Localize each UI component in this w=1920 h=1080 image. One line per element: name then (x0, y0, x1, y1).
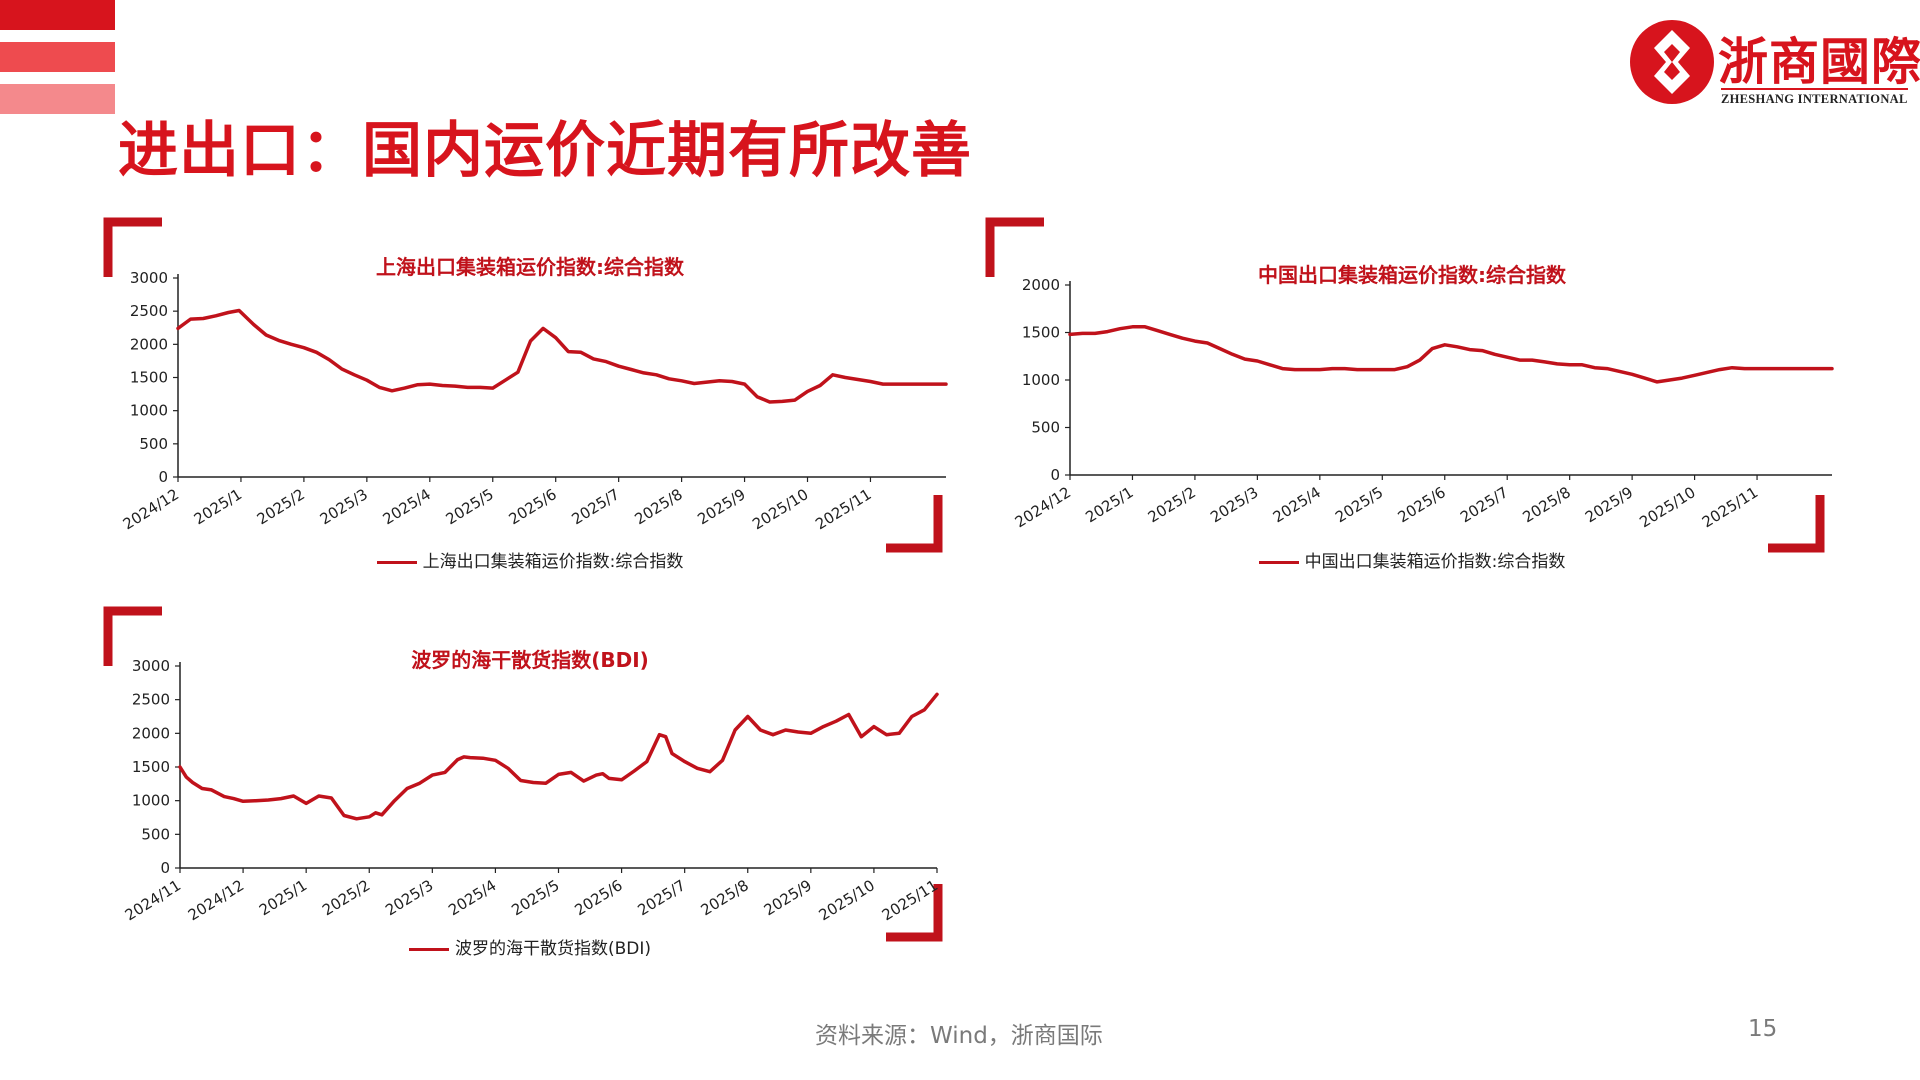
x-tick-label: 2025/11 (812, 485, 874, 533)
x-tick-label: 2025/8 (698, 876, 752, 919)
x-tick-label: 2025/6 (506, 485, 560, 528)
x-tick-label: 2025/4 (445, 876, 499, 919)
x-tick-label: 2025/7 (634, 876, 688, 919)
x-tick-label: 2025/3 (1207, 483, 1261, 526)
chart-legend: 上海出口集装箱运价指数:综合指数 (100, 547, 960, 572)
x-tick-label: 2025/5 (443, 485, 497, 528)
y-tick-label: 3000 (130, 269, 168, 287)
corner-bracket-bottom-right (886, 495, 943, 553)
x-tick-label: 2025/11 (1699, 483, 1761, 531)
x-tick-label: 2024/12 (185, 876, 247, 924)
y-tick-label: 1500 (132, 758, 170, 776)
y-tick-label: 0 (160, 859, 170, 877)
x-tick-label: 2025/4 (380, 485, 434, 528)
y-tick-label: 1000 (1022, 371, 1060, 389)
y-tick-label: 2500 (130, 302, 168, 320)
corner-bracket-bottom-right (1768, 495, 1825, 553)
legend-swatch (1258, 560, 1299, 564)
corner-bracket-bottom-right (886, 884, 943, 942)
x-tick-label: 2025/3 (317, 485, 371, 528)
corner-bracket-top-left (103, 606, 162, 666)
chart-title: 中国出口集装箱运价指数:综合指数 (1258, 263, 1566, 287)
x-tick-label: 2025/11 (879, 876, 941, 924)
source-note: 资料来源：Wind，浙商国际 (815, 1023, 1103, 1049)
x-tick-label: 2025/1 (256, 876, 310, 919)
page-title: 进出口：国内运价近期有所改善 (118, 116, 972, 186)
x-tick-label: 2025/4 (1270, 483, 1324, 526)
x-tick-label: 2025/10 (816, 876, 878, 924)
x-tick-label: 2025/3 (382, 876, 436, 919)
y-tick-label: 500 (1031, 419, 1060, 437)
deco-bar-bottom (0, 84, 115, 114)
x-tick-label: 2025/2 (1145, 483, 1199, 526)
x-tick-label: 2025/6 (1395, 483, 1449, 526)
chart-title: 上海出口集装箱运价指数:综合指数 (376, 255, 684, 279)
y-tick-label: 1500 (1022, 324, 1060, 342)
chart-panel-ccfi: 中国出口集装箱运价指数:综合指数 0 500 1000 1500 2000 2024/12… (982, 215, 1842, 615)
y-tick-label: 0 (1050, 466, 1060, 484)
corner-bracket-top-left (103, 217, 162, 277)
deco-bar-top (0, 0, 115, 30)
chart-panel-bdi: 波罗的海干散货指数(BDI) 0 500 1000 1500 2000 2500 3000 2… (100, 604, 960, 1004)
legend-label: 波罗的海干散货指数(BDI) (454, 939, 652, 959)
series-line (178, 692, 939, 821)
corner-bracket-top-left (985, 217, 1044, 277)
x-tick-label: 2025/6 (571, 876, 625, 919)
chart-legend: 中国出口集装箱运价指数:综合指数 (982, 547, 1842, 572)
legend-swatch (376, 560, 417, 564)
x-tick-label: 2025/8 (631, 485, 685, 528)
x-tick-label: 2025/1 (191, 485, 245, 528)
y-tick-label: 1000 (132, 792, 170, 810)
x-tick-label: 2025/10 (749, 485, 811, 533)
x-tick-label: 2025/9 (761, 876, 815, 919)
legend-swatch (408, 947, 449, 951)
y-tick-label: 500 (139, 435, 168, 453)
legend-label: 中国出口集装箱运价指数:综合指数 (1304, 552, 1566, 572)
deco-bar-middle (0, 42, 115, 72)
y-tick-label: 2000 (1022, 276, 1060, 294)
y-tick-label: 3000 (132, 657, 170, 675)
y-tick-label: 1000 (130, 402, 168, 420)
x-tick-label: 2024/12 (120, 485, 182, 533)
y-tick-label: 2000 (130, 335, 168, 353)
x-tick-label: 2025/2 (319, 876, 373, 919)
chart-title: 波罗的海干散货指数(BDI) (411, 648, 649, 672)
y-tick-label: 500 (141, 825, 170, 843)
y-tick-label: 0 (158, 468, 168, 486)
x-tick-label: 2025/2 (254, 485, 308, 528)
logo-name-cn: 浙商國際 (1718, 32, 1920, 91)
x-tick-label: 2024/12 (1012, 483, 1074, 531)
y-tick-label: 2000 (132, 724, 170, 742)
y-tick-label: 1500 (130, 369, 168, 387)
x-tick-label: 2025/7 (568, 485, 622, 528)
x-tick-label: 2025/8 (1519, 483, 1573, 526)
x-tick-label: 2025/5 (508, 876, 562, 919)
legend-label: 上海出口集装箱运价指数:综合指数 (422, 552, 684, 572)
x-tick-label: 2024/11 (122, 876, 184, 924)
logo-name-en: ZHESHANG INTERNATIONAL (1721, 88, 1908, 107)
series-line (1068, 325, 1834, 384)
page-number: 15 (1748, 1016, 1778, 1042)
x-tick-label: 2025/1 (1082, 483, 1136, 526)
company-logo: 浙商國際 ZHESHANG INTERNATIONAL (1628, 18, 1920, 110)
x-tick-label: 2025/9 (1582, 483, 1636, 526)
x-tick-label: 2025/7 (1457, 483, 1511, 526)
logo-mark-icon (1630, 20, 1714, 104)
series-line (176, 308, 948, 404)
x-tick-label: 2025/9 (694, 485, 748, 528)
y-tick-label: 2500 (132, 691, 170, 709)
x-tick-label: 2025/5 (1332, 483, 1386, 526)
chart-panel-scfi: 上海出口集装箱运价指数:综合指数 0 500 1000 1500 2000 2500 300… (100, 215, 960, 615)
chart-legend: 波罗的海干散货指数(BDI) (100, 934, 960, 959)
x-tick-label: 2025/10 (1636, 483, 1698, 531)
